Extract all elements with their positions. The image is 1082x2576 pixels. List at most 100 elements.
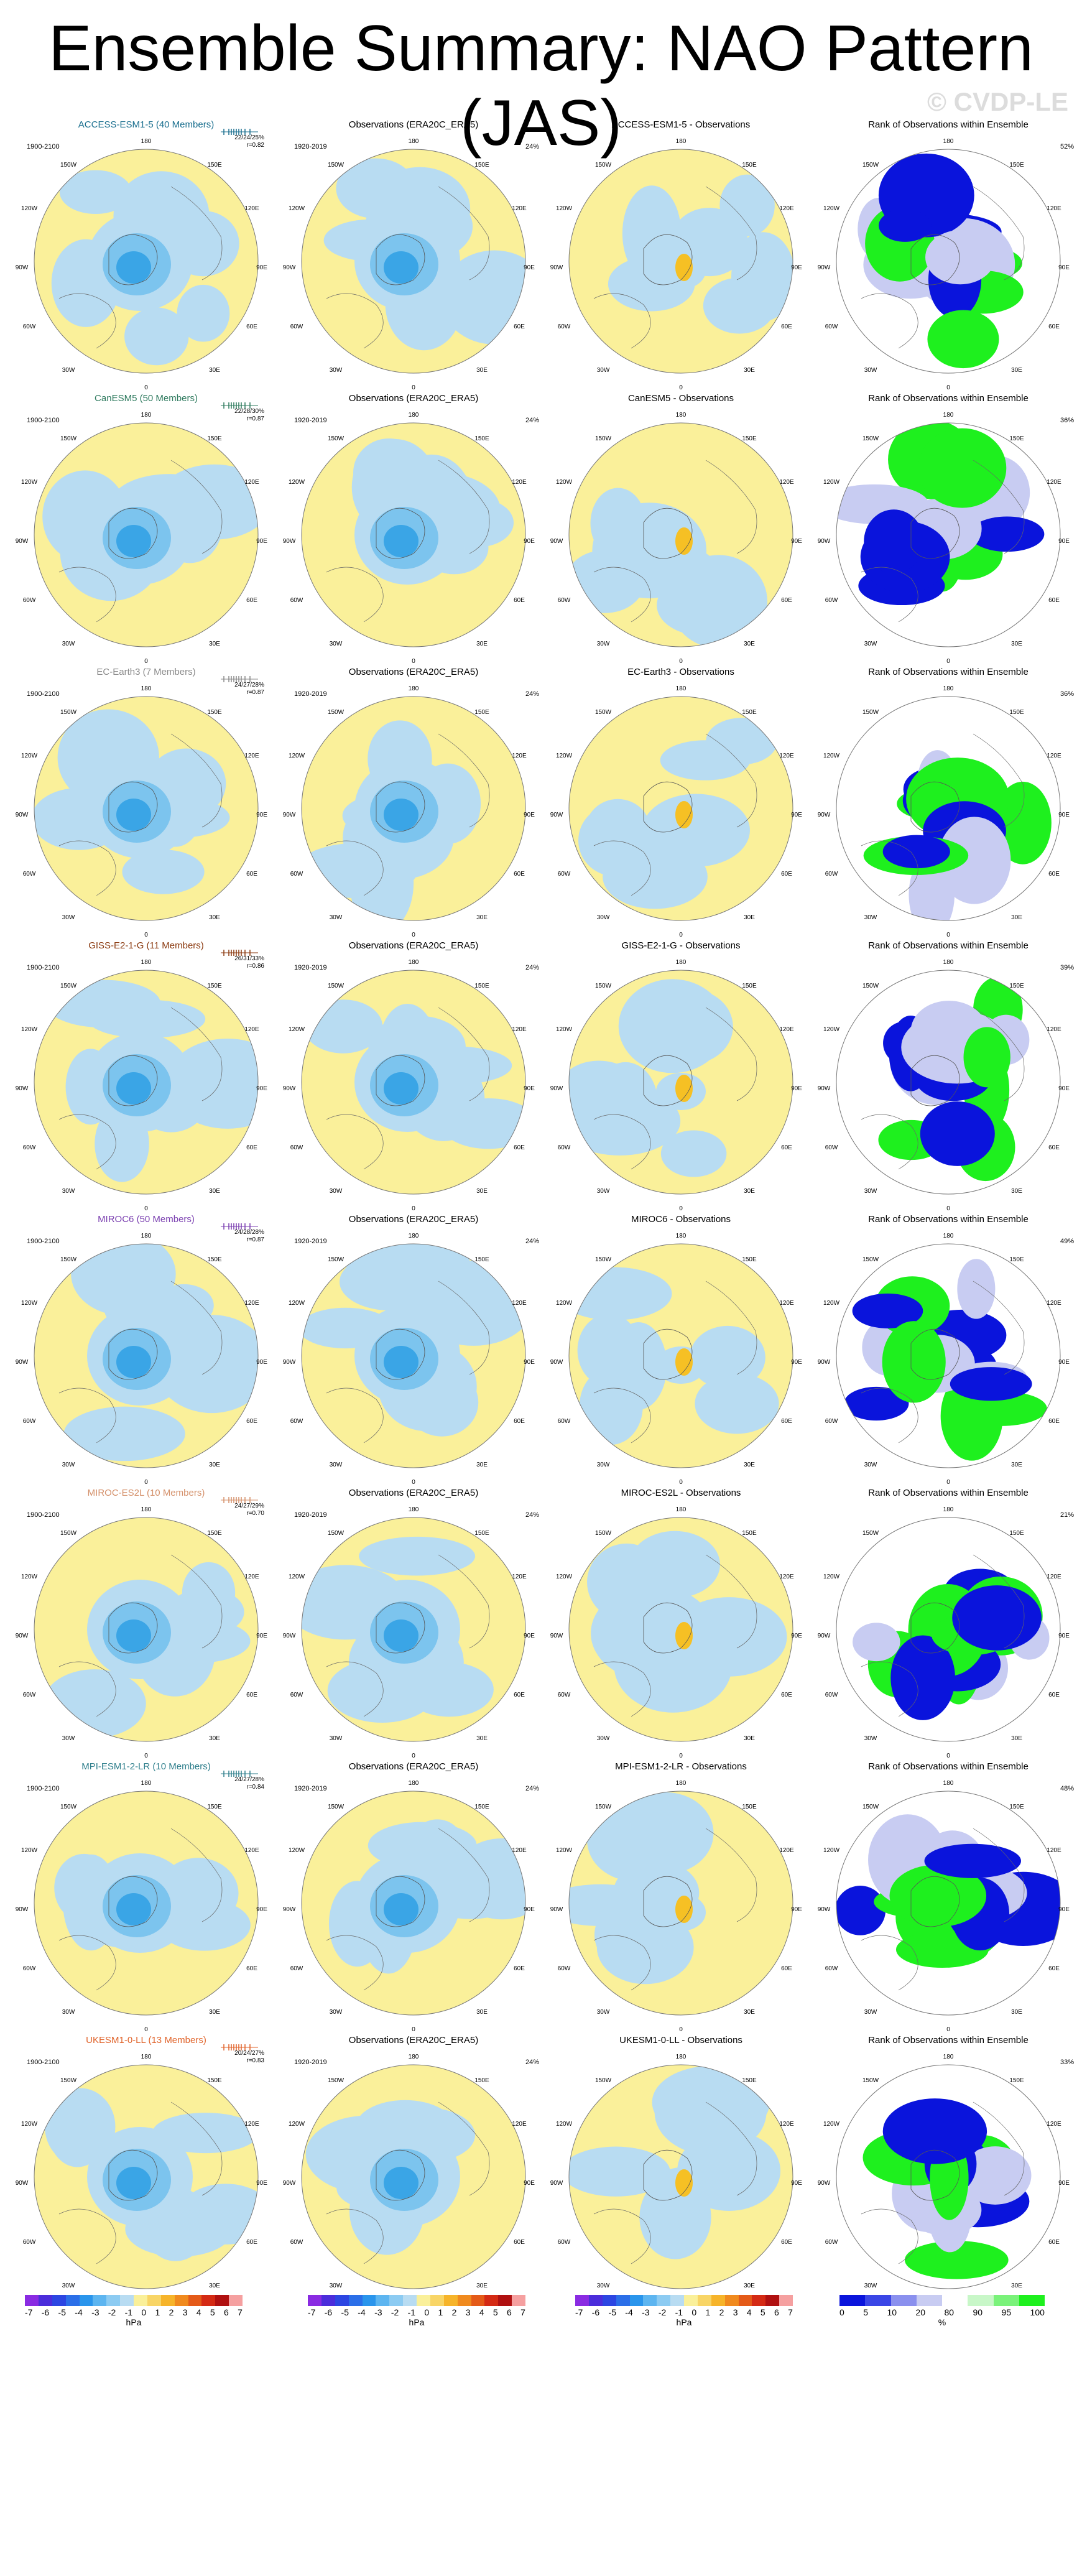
colorbar-tick-label: 5 — [210, 2307, 215, 2317]
map-label-bl: 30W — [596, 1462, 610, 1468]
map-label-l1: 120W — [21, 1300, 38, 1307]
colorbar-swatch — [916, 2295, 942, 2306]
map-label-top: 180 — [141, 1780, 152, 1787]
colorbar-tick-label: 1 — [438, 2307, 443, 2317]
map-label-l3: 60W — [825, 323, 838, 330]
map-label-r1: 120E — [512, 1026, 527, 1033]
map-label-r3: 60E — [1048, 1418, 1060, 1425]
colorbar-tick-label: 4 — [479, 2307, 484, 2317]
map-label-r2: 90E — [256, 1633, 267, 1639]
panel-title: MIROC6 - Observations — [631, 1214, 731, 1225]
colorbar-tick-label: -6 — [591, 2307, 600, 2317]
colorbar-swatch — [657, 2295, 671, 2306]
colorbar-swatch — [362, 2295, 376, 2306]
colorbar-tick-label: 3 — [465, 2307, 471, 2317]
map-label-l2: 90W — [282, 1085, 296, 1092]
panel-title: Observations (ERA20C_ERA5) — [348, 1761, 479, 1772]
colorbar-swatch — [684, 2295, 698, 2306]
map-label-bottom: 0 — [679, 658, 683, 665]
map-label-r1: 120E — [779, 1300, 794, 1307]
map-label-ul: 150W — [60, 1804, 77, 1810]
map-label-l2: 90W — [15, 1359, 29, 1366]
rank-panel: Rank of Observations within Ensemble 48% … — [818, 1754, 1079, 2302]
map-label-bl: 30W — [596, 641, 610, 647]
map-label-r1: 120E — [512, 205, 527, 212]
panel-title: GISS-E2-1-G - Observations — [621, 940, 741, 951]
member-spread-marks — [221, 676, 258, 682]
map-label-top: 180 — [408, 412, 419, 419]
map-label-ur: 150E — [474, 709, 489, 716]
map-label-r1: 120E — [1047, 1573, 1061, 1580]
map-label-l2: 90W — [15, 538, 29, 545]
panel-percent: 52% — [1060, 143, 1074, 151]
map-label-top: 180 — [141, 959, 152, 966]
colorbar-tick-label: 7 — [788, 2307, 793, 2317]
map-label-r3: 60E — [781, 1965, 792, 1972]
map-label-l1: 120W — [555, 1026, 573, 1033]
map-label-bl: 30W — [62, 1188, 75, 1195]
map-label-br: 30E — [209, 914, 220, 921]
panel-title: Rank of Observations within Ensemble — [868, 393, 1029, 404]
obs-panel: Observations (ERA20C_ERA5) 1920-2019 24% 1… — [283, 386, 544, 934]
colorbar-diff: -7 -6 -5 -4 -3 -2 -1 0 1 2 3 4 5 6 7 hPa — [575, 2295, 793, 2332]
colorbar-swatch — [498, 2295, 512, 2306]
map-label-bottom: 0 — [412, 2026, 415, 2033]
colorbar-swatches — [839, 2295, 1045, 2306]
map-label-bottom: 0 — [946, 932, 950, 938]
map-label-bl: 30W — [596, 1188, 610, 1195]
diff-panel: MIROC6 - Observations 180 0 150W 150E 120W 12… — [550, 1207, 812, 1755]
map-label-l1: 120W — [21, 1026, 38, 1033]
map-label-r3: 60E — [246, 1692, 257, 1698]
colorbar-tick-label: -4 — [358, 2307, 366, 2317]
map-label-r3: 60E — [781, 871, 792, 878]
map-label-br: 30E — [744, 2009, 755, 2016]
map-label-ur: 150E — [742, 709, 757, 716]
map-label-l2: 90W — [550, 1633, 563, 1639]
map-label-bl: 30W — [329, 2282, 343, 2289]
map-label-l2: 90W — [817, 538, 831, 545]
map-label-l2: 90W — [15, 1906, 29, 1913]
stats-percentiles: 24/27/28% — [234, 1776, 264, 1783]
colorbar-swatch — [697, 2295, 711, 2306]
panel-period: 1920-2019 — [294, 417, 327, 424]
map-label-ul: 150W — [60, 1530, 77, 1537]
map-label-r2: 90E — [524, 1633, 535, 1639]
diff-panel: UKESM1-0-LL - Observations 180 0 150W 150E 1… — [550, 2027, 812, 2576]
colorbar-swatch — [38, 2295, 52, 2306]
map-label-br: 30E — [744, 1188, 755, 1195]
colorbar-tick-label: 4 — [746, 2307, 752, 2317]
colorbar-tick-label: 5 — [492, 2307, 498, 2317]
figure-row: UKESM1-0-LL (13 Members) 1900-2100 20/24/… — [0, 2027, 1082, 2576]
map-label-top: 180 — [408, 138, 419, 145]
map-label-r2: 90E — [791, 538, 802, 545]
map-label-l2: 90W — [817, 264, 831, 271]
panel-period: 1920-2019 — [294, 964, 327, 971]
map-label-l2: 90W — [550, 1359, 563, 1366]
member-spread-marks — [221, 402, 258, 409]
map-label-top: 180 — [943, 1506, 954, 1513]
map-label-bottom: 0 — [946, 2026, 950, 2033]
panel-title: Observations (ERA20C_ERA5) — [348, 1488, 479, 1498]
map-label-r2: 90E — [524, 1085, 535, 1092]
colorbar-tick-label: 7 — [238, 2307, 243, 2317]
map-label-br: 30E — [744, 1735, 755, 1742]
colorbar-swatch — [512, 2295, 525, 2306]
rank-panel: Rank of Observations within Ensemble 21% … — [818, 1480, 1079, 2029]
map-label-l1: 120W — [555, 205, 573, 212]
map-label-l1: 120W — [555, 2121, 573, 2128]
map-label-l1: 120W — [21, 2121, 38, 2128]
map-label-bottom: 0 — [679, 932, 683, 938]
map-label-bl: 30W — [62, 2009, 75, 2016]
map-label-ul: 150W — [862, 1256, 879, 1263]
map-label-r3: 60E — [246, 2239, 257, 2246]
colorbar-swatch — [993, 2295, 1019, 2306]
stats-correlation: r=0.87 — [246, 1236, 264, 1243]
map-label-br: 30E — [209, 367, 220, 374]
map-label-ul: 150W — [862, 162, 879, 169]
map-label-bl: 30W — [329, 1735, 343, 1742]
map-label-top: 180 — [675, 959, 687, 966]
map-label-ur: 150E — [207, 2077, 222, 2084]
map-label-ur: 150E — [474, 435, 489, 442]
colorbar-tick-label: 5 — [760, 2307, 765, 2317]
map-label-bl: 30W — [596, 1735, 610, 1742]
